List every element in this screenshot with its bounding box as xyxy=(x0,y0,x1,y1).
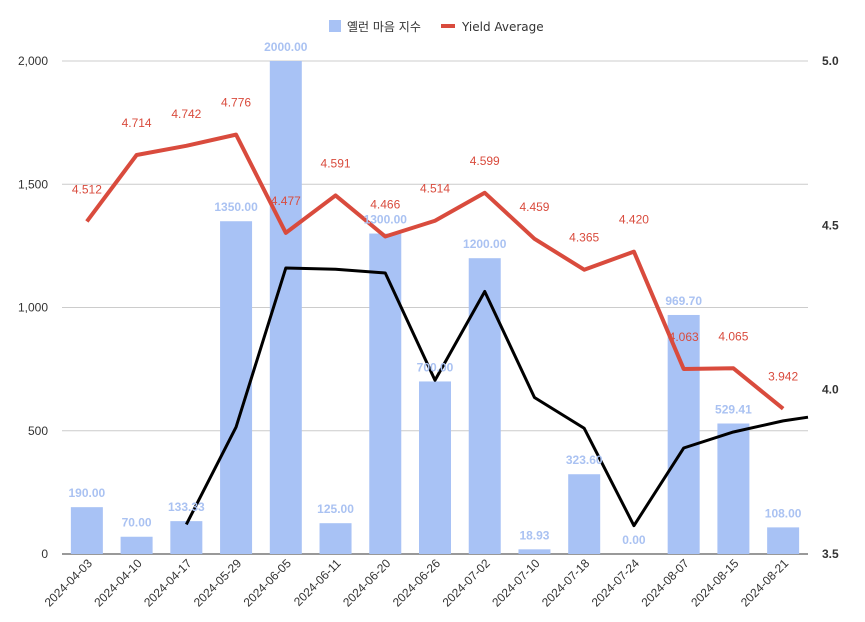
left-tick-label: 500 xyxy=(28,424,48,438)
x-tick-label: 2024-07-18 xyxy=(539,556,593,610)
bar xyxy=(319,523,352,554)
line-value-labels: 4.512 4.714 4.742 4.776 4.477 4.591 4.466 4.514… xyxy=(72,96,799,384)
bar xyxy=(70,507,103,554)
bar-value-label: 700.00 xyxy=(417,360,454,374)
bar-value-label: 1200.00 xyxy=(463,237,507,251)
bar-value-label: 529.41 xyxy=(715,403,752,417)
legend-swatch-line xyxy=(441,24,455,28)
x-tick-label: 2024-07-02 xyxy=(440,556,494,610)
legend-swatch-bars xyxy=(329,20,341,32)
bar xyxy=(518,549,551,554)
bar-series xyxy=(70,61,800,555)
yield-value-label: 4.714 xyxy=(122,116,152,130)
black-line-series xyxy=(184,266,809,528)
x-tick-label: 2024-07-24 xyxy=(589,556,643,610)
bar-value-label: 2000.00 xyxy=(264,40,308,54)
x-axis: 2024-04-032024-04-102024-04-172024-05-29… xyxy=(42,556,792,610)
yield-value-label: 4.776 xyxy=(221,96,251,110)
right-tick-label: 3.5 xyxy=(822,547,839,561)
right-tick-label: 4.0 xyxy=(822,383,839,397)
bar xyxy=(468,258,501,554)
bar-value-label: 18.93 xyxy=(519,528,549,542)
right-tick-label: 5.0 xyxy=(822,54,839,68)
left-axis: 0 500 1,000 1,500 2,000 xyxy=(18,54,48,561)
yield-value-label: 4.459 xyxy=(519,200,549,214)
yield-value-label: 4.591 xyxy=(321,156,351,170)
yield-value-label: 4.466 xyxy=(370,198,400,212)
left-tick-label: 1,500 xyxy=(18,177,48,191)
x-tick-label: 2024-04-17 xyxy=(141,556,195,610)
yield-value-label: 4.420 xyxy=(619,213,649,227)
bar xyxy=(220,221,253,554)
bar xyxy=(667,314,700,554)
bar-value-label: 323.60 xyxy=(566,453,603,467)
yield-value-label: 4.514 xyxy=(420,182,450,196)
bar-value-label: 190.00 xyxy=(69,486,106,500)
left-tick-label: 0 xyxy=(41,547,48,561)
bar xyxy=(120,536,153,554)
yield-value-label: 4.063 xyxy=(669,330,699,344)
bar-value-label: 70.00 xyxy=(122,516,152,530)
bar-value-labels: 190.00 70.00 133.33 1350.00 2000.00 125.00 130… xyxy=(69,40,802,547)
yield-value-label: 4.065 xyxy=(718,329,748,343)
x-tick-label: 2024-06-26 xyxy=(390,556,444,610)
yield-value-label: 3.942 xyxy=(768,370,798,384)
legend-label-line: Yield Average xyxy=(461,20,544,34)
bar xyxy=(767,527,800,554)
bar-value-label: 133.33 xyxy=(168,500,205,514)
yield-value-label: 4.365 xyxy=(569,231,599,245)
left-tick-label: 1,000 xyxy=(18,301,48,315)
x-tick-label: 2024-06-05 xyxy=(241,556,295,610)
bar-value-label: 969.70 xyxy=(665,294,702,308)
line-series xyxy=(85,132,809,528)
bar xyxy=(717,423,750,554)
bar-value-label: 0.00 xyxy=(622,533,646,547)
left-tick-label: 2,000 xyxy=(18,54,48,68)
x-tick-label: 2024-08-07 xyxy=(638,556,692,610)
x-tick-label: 2024-08-21 xyxy=(738,556,792,610)
x-tick-label: 2024-06-20 xyxy=(340,556,394,610)
yield-value-label: 4.512 xyxy=(72,182,102,196)
bar xyxy=(269,61,302,554)
x-tick-label: 2024-04-10 xyxy=(91,556,145,610)
yield-value-label: 4.599 xyxy=(470,154,500,168)
x-tick-label: 2024-07-10 xyxy=(489,556,543,610)
legend-label-bars: 옐런 마음 지수 xyxy=(347,20,421,34)
yield-value-label: 4.742 xyxy=(171,107,201,121)
yield-value-label: 4.477 xyxy=(271,194,301,208)
x-tick-label: 2024-05-29 xyxy=(191,556,245,610)
x-tick-label: 2024-08-15 xyxy=(688,556,742,610)
bar-value-label: 108.00 xyxy=(765,506,802,520)
yield-average-line xyxy=(85,132,785,411)
bar xyxy=(568,474,601,554)
bar xyxy=(170,521,203,554)
bar xyxy=(369,233,402,555)
bar-value-label: 125.00 xyxy=(317,502,354,516)
legend: 옐런 마음 지수 Yield Average xyxy=(329,20,544,34)
right-axis: 3.5 4.0 4.5 5.0 xyxy=(822,54,839,561)
bar-value-label: 1300.00 xyxy=(364,213,408,227)
x-tick-label: 2024-04-03 xyxy=(42,556,96,610)
right-tick-label: 4.5 xyxy=(822,218,839,232)
bar-value-label: 1350.00 xyxy=(214,200,258,214)
bar xyxy=(419,381,451,554)
x-tick-label: 2024-06-11 xyxy=(291,556,344,609)
